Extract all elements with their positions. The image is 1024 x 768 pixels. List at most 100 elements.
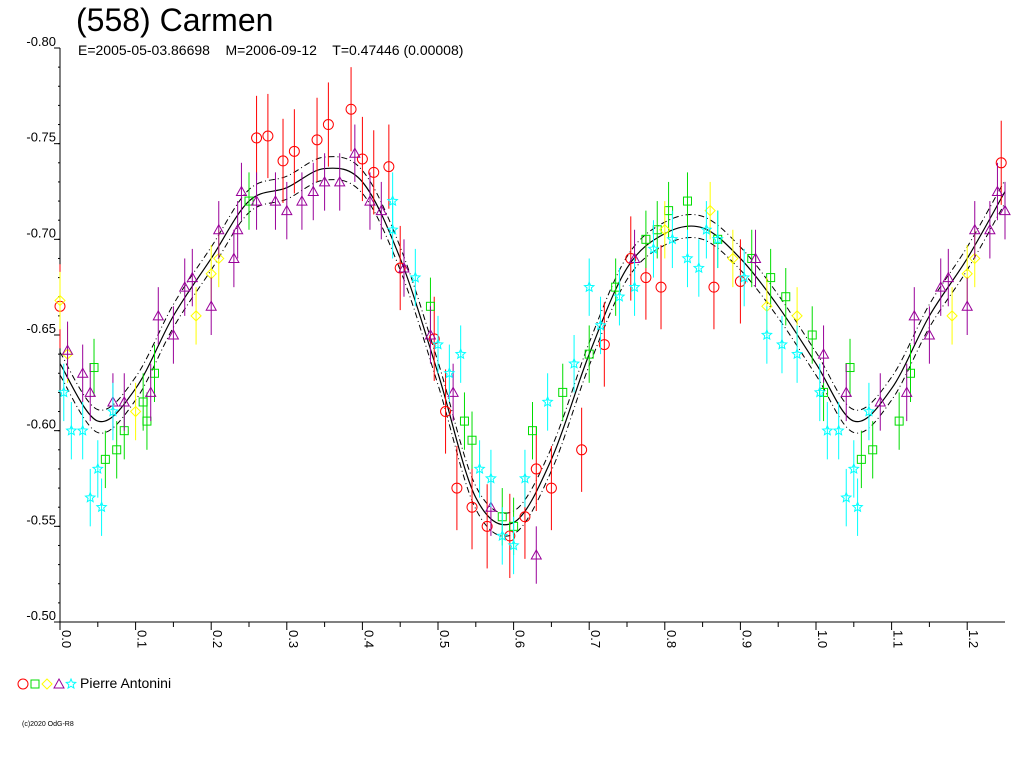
copyright-text: (c)2020 OdG-R8 <box>22 721 74 728</box>
star-marker <box>821 424 834 436</box>
chart-subtitle: E=2005-05-03.86698 M=2006-09-12 T=0.4744… <box>78 42 464 58</box>
diamond-marker <box>727 252 739 265</box>
triangle-marker <box>269 195 282 206</box>
y-tick-label: -0.60 <box>26 417 56 432</box>
y-tick-label: -0.50 <box>26 608 56 623</box>
triangle-marker <box>375 204 388 216</box>
star-marker <box>65 424 78 436</box>
x-tick-label: 0.0 <box>59 630 74 648</box>
circle-marker <box>251 132 263 144</box>
square-marker <box>868 445 878 455</box>
star-marker <box>594 319 607 331</box>
star-marker <box>840 491 853 503</box>
star-marker <box>95 500 108 513</box>
legend-diamond-icon <box>41 678 53 690</box>
triangle-marker <box>348 147 361 158</box>
star-marker <box>711 233 724 245</box>
x-tick-label: 0.4 <box>361 630 376 648</box>
star-marker <box>628 280 641 293</box>
triangle-marker <box>76 367 89 378</box>
legend-square-icon <box>30 679 40 689</box>
triangle-marker <box>908 309 921 321</box>
star-marker <box>613 290 626 302</box>
diamond-marker <box>791 310 803 322</box>
triangle-marker <box>398 262 410 273</box>
x-tick-label: 0.9 <box>739 630 754 648</box>
circle-marker <box>530 463 542 475</box>
triangle-marker <box>152 309 165 321</box>
triangle-marker <box>485 501 497 512</box>
triangle-marker <box>364 195 376 206</box>
star-marker <box>386 223 399 235</box>
triangle-marker <box>874 395 887 407</box>
triangle-marker <box>118 395 131 407</box>
x-tick-label: 0.7 <box>588 630 603 648</box>
circle-marker <box>640 272 652 284</box>
triangle-marker <box>178 281 191 292</box>
star-marker <box>791 347 804 360</box>
star-marker <box>57 386 70 398</box>
star-marker <box>454 347 467 360</box>
x-tick-label: 1.0 <box>815 630 830 648</box>
circle-marker <box>277 155 289 167</box>
square-marker <box>682 196 692 206</box>
triangle-marker <box>61 344 74 355</box>
star-marker <box>760 328 773 341</box>
circle-marker <box>322 119 334 131</box>
x-tick-label: 0.5 <box>437 630 452 648</box>
triangle-marker <box>749 252 762 263</box>
fit-curve-upper-band <box>59 179 1006 537</box>
triangle-marker <box>942 271 955 283</box>
triangle-marker <box>968 223 981 235</box>
star-marker <box>106 405 119 417</box>
triangle-marker <box>212 223 225 235</box>
circle-marker <box>368 166 380 178</box>
triangle-marker <box>840 386 853 397</box>
chart-title: (558) Carmen <box>76 2 274 38</box>
legend-symbols <box>17 677 77 690</box>
circle-marker <box>481 520 493 532</box>
circle-marker <box>288 145 300 157</box>
circle-marker <box>466 501 478 513</box>
star-marker <box>583 280 596 293</box>
square-marker <box>244 196 254 206</box>
triangle-marker <box>934 281 947 292</box>
circle-marker <box>345 103 357 115</box>
triangle-marker <box>205 300 218 311</box>
circle-marker <box>440 406 452 418</box>
circle-marker <box>708 281 720 293</box>
star-marker <box>386 194 399 207</box>
triangle-marker <box>296 195 308 206</box>
triangle-marker <box>900 386 913 397</box>
star-marker <box>692 261 705 274</box>
star-marker <box>518 472 531 484</box>
star-marker <box>568 357 581 369</box>
y-tick-label: -0.75 <box>26 130 56 145</box>
triangle-marker <box>923 328 936 340</box>
star-marker <box>541 395 554 408</box>
star-marker <box>775 338 788 350</box>
x-tick-label: 0.1 <box>135 630 150 648</box>
star-marker <box>507 539 520 551</box>
triangle-marker <box>250 195 263 206</box>
x-tick-label: 1.1 <box>891 630 906 648</box>
circle-marker <box>383 161 395 173</box>
star-marker <box>431 338 445 350</box>
legend-label: Pierre Antonini <box>80 675 172 691</box>
circle-marker <box>995 157 1007 169</box>
data-points <box>54 67 1011 584</box>
star-marker <box>738 271 751 283</box>
x-tick-label: 0.6 <box>513 630 528 648</box>
y-tick-label: -0.70 <box>26 225 56 240</box>
x-tick-label: 1.2 <box>966 630 981 648</box>
star-marker <box>91 462 104 475</box>
triangle-marker <box>333 175 346 187</box>
fit-curve-line <box>59 167 1006 526</box>
x-tick-label: 0.8 <box>664 630 679 648</box>
circle-marker <box>394 262 406 274</box>
star-marker <box>862 405 875 417</box>
legend-star-icon <box>65 677 77 690</box>
star-marker <box>647 242 660 255</box>
legend-circle-icon <box>17 678 29 690</box>
triangle-marker <box>144 386 157 397</box>
